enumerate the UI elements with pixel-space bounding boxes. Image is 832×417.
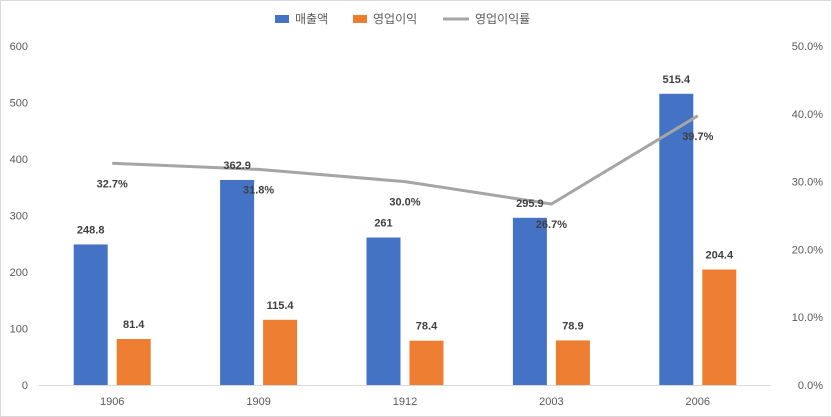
bar [116, 339, 151, 385]
right-tick-label: 50.0% [792, 41, 823, 53]
x-tick-label: 1912 [393, 396, 417, 408]
right-axis: 0.0% 10.0% 20.0% 30.0% 40.0% 50.0% [792, 41, 823, 392]
right-tick-label: 20.0% [792, 244, 823, 256]
legend-label: 영업이익 [373, 12, 417, 26]
x-tick-label: 1906 [100, 396, 124, 408]
right-tick-label: 30.0% [792, 177, 823, 189]
bar-data-label: 362.9 [223, 160, 251, 172]
bar [512, 217, 547, 385]
line-data-label: 32.7% [97, 178, 128, 190]
legend: 매출액 영업이익 영업이익률 [275, 12, 530, 26]
bar [220, 179, 255, 385]
x-tick-label: 1909 [246, 396, 270, 408]
line-data-label: 39.7% [682, 131, 713, 143]
legend-label: 영업이익률 [475, 12, 530, 26]
right-tick-label: 10.0% [792, 312, 823, 324]
bar [659, 93, 694, 385]
left-tick-label: 400 [10, 154, 28, 166]
line-series [112, 114, 699, 206]
left-tick-label: 100 [10, 324, 28, 336]
line-data-label: 26.7% [536, 219, 567, 231]
bar-data-label: 81.4 [123, 319, 145, 331]
bar [555, 340, 590, 385]
left-tick-label: 200 [10, 267, 28, 279]
bar-data-label: 261 [374, 218, 392, 230]
bar-data-label: 515.4 [663, 74, 691, 86]
x-tick-label: 2003 [539, 396, 563, 408]
bar-data-label: 248.8 [77, 224, 105, 236]
line-data-label: 30.0% [389, 197, 420, 209]
left-tick-label: 300 [10, 211, 28, 223]
bar-data-label: 295.9 [516, 198, 544, 210]
bars [73, 93, 737, 385]
bar [263, 319, 298, 385]
bar [409, 340, 444, 385]
line-path [112, 114, 699, 206]
bar-data-label: 115.4 [267, 300, 295, 312]
bar [702, 269, 737, 385]
left-tick-label: 500 [10, 98, 28, 110]
bar-data-label: 78.4 [416, 321, 438, 333]
bar-data-label: 204.4 [706, 250, 734, 262]
x-axis: 1906 1909 1912 2003 2006 [39, 385, 771, 408]
bar [366, 237, 401, 385]
left-tick-label: 0 [22, 380, 28, 392]
x-tick-label: 2006 [686, 396, 710, 408]
data-labels: 248.8 81.4 362.9 115.4 261 78.4 295.9 78.9 515.4… [77, 74, 734, 333]
line-data-label: 31.8% [243, 184, 274, 196]
right-tick-label: 40.0% [792, 109, 823, 121]
bar [73, 244, 108, 385]
legend-swatch [275, 15, 289, 23]
left-axis: 0 100 200 300 400 500 600 [10, 41, 28, 392]
legend-swatch [353, 15, 367, 23]
left-tick-label: 600 [10, 41, 28, 53]
bar-data-label: 78.9 [562, 320, 583, 332]
legend-label: 매출액 [295, 12, 328, 26]
right-tick-label: 0.0% [798, 380, 823, 392]
